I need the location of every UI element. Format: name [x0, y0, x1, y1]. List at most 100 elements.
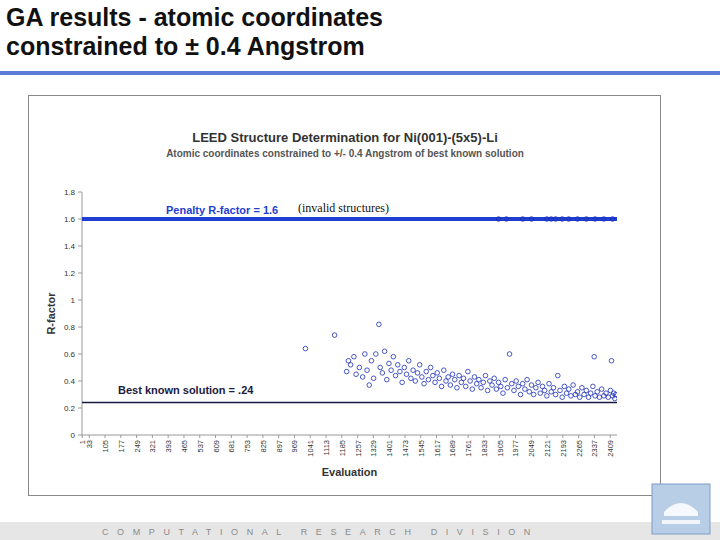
data-point [448, 383, 453, 388]
x-tick-label: 1329 [369, 440, 378, 457]
data-point [490, 383, 495, 388]
data-point [409, 376, 414, 381]
data-point [492, 376, 497, 381]
logo-icon [664, 503, 698, 516]
y-tick-label: 1.6 [64, 215, 76, 224]
x-tick [341, 435, 342, 438]
data-point [527, 390, 532, 395]
data-point [584, 217, 589, 222]
data-point [599, 387, 604, 392]
x-tick [82, 435, 83, 438]
data-point [553, 217, 558, 222]
y-tick [78, 327, 82, 328]
data-point [505, 385, 510, 390]
x-tick-label: 1689 [448, 440, 457, 457]
x-tick [262, 435, 263, 438]
data-point [545, 217, 550, 222]
data-point [424, 369, 429, 374]
data-point [377, 322, 382, 327]
data-point [566, 387, 571, 392]
x-tick-label: 1473 [401, 440, 410, 457]
data-point [435, 371, 440, 376]
data-point [558, 388, 563, 393]
x-tick [436, 435, 437, 438]
chart-box [29, 96, 661, 496]
x-tick-label: 2337 [590, 440, 599, 457]
y-tick [78, 435, 82, 436]
x-tick [483, 435, 484, 438]
data-point [514, 379, 519, 384]
data-point [593, 217, 598, 222]
logo-bar [662, 520, 700, 524]
x-tick-label: 753 [243, 440, 252, 453]
x-tick-label: 105 [101, 440, 110, 453]
y-tick [78, 246, 82, 247]
x-tick [547, 435, 548, 438]
data-point [538, 391, 543, 396]
data-point [404, 372, 409, 377]
data-point [426, 377, 431, 382]
x-tick-label: 897 [275, 440, 284, 453]
y-tick-label: 0.6 [64, 350, 76, 359]
data-point [369, 358, 374, 363]
data-point [512, 388, 517, 393]
x-tick-label: 249 [133, 440, 142, 453]
x-tick-label: 1617 [433, 440, 442, 457]
y-tick [78, 273, 82, 274]
y-tick [78, 354, 82, 355]
data-point [360, 375, 365, 380]
x-tick [531, 435, 532, 438]
data-point [560, 217, 565, 222]
data-point [417, 363, 422, 368]
data-point [479, 385, 484, 390]
x-tick [326, 435, 327, 438]
slide: GA results - atomic coordinatesconstrain… [0, 0, 720, 540]
data-point [580, 385, 585, 390]
y-tick-label: 1.8 [64, 188, 76, 197]
data-point [380, 371, 385, 376]
data-point [463, 384, 468, 389]
data-point [466, 369, 471, 374]
data-point [441, 368, 446, 373]
data-point [446, 375, 451, 380]
data-point [575, 217, 580, 222]
slide-title: constrained to ± 0.4 Angstrom [6, 32, 365, 60]
x-tick-label: 2049 [527, 440, 536, 457]
data-point [525, 377, 530, 382]
data-point [504, 217, 509, 222]
data-point [400, 380, 405, 385]
x-tick-label: 825 [259, 440, 268, 453]
data-point [560, 395, 565, 400]
data-point [523, 387, 528, 392]
y-tick [78, 192, 82, 193]
y-tick-label: 1.4 [64, 242, 76, 251]
x-tick-label: 1545 [417, 440, 426, 457]
y-tick-label: 0.8 [64, 323, 76, 332]
data-point [354, 372, 359, 377]
x-tick-label: 1977 [511, 440, 520, 457]
data-point [516, 384, 521, 389]
x-tick [420, 435, 421, 438]
x-tick [310, 435, 311, 438]
x-tick-label: 2121 [543, 440, 552, 457]
data-point [606, 395, 611, 400]
x-tick-label: 321 [148, 440, 157, 453]
x-tick [389, 435, 390, 438]
data-point [551, 385, 556, 390]
data-point [461, 376, 466, 381]
data-point [420, 375, 425, 380]
x-tick [152, 435, 153, 438]
data-point [468, 379, 473, 384]
data-point [588, 391, 593, 396]
data-point [413, 379, 418, 384]
x-tick [247, 435, 248, 438]
x-tick [468, 435, 469, 438]
y-tick-label: 0 [71, 431, 76, 440]
data-point [595, 390, 600, 395]
data-point [437, 376, 442, 381]
x-tick [515, 435, 516, 438]
data-point [610, 217, 615, 222]
data-point [332, 333, 337, 338]
x-tick [357, 435, 358, 438]
data-point [433, 380, 438, 385]
